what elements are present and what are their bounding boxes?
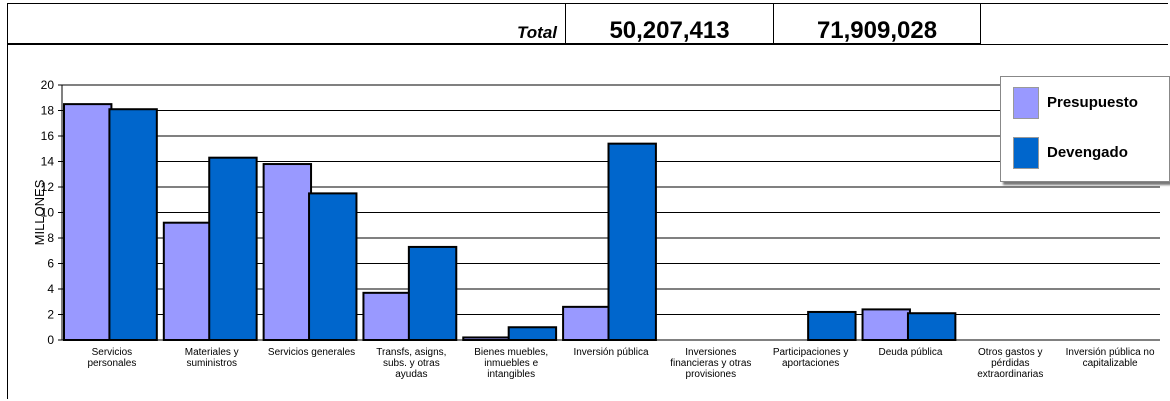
legend-label-devengado: Devengado (1047, 144, 1128, 161)
x-axis-labels: Servicios personales Materiales y suministr… (87, 347, 1155, 380)
x-tick-label: Inversión pública no capitalizable (1066, 347, 1155, 369)
report-frame: Total 50,207,413 71,909,028 (7, 3, 1168, 399)
y-tick-label: 10 (41, 206, 55, 220)
y-tick-label: 4 (47, 282, 54, 296)
x-tick-label: Servicios personales (87, 347, 136, 369)
bar-devengado-0 (108, 108, 158, 341)
legend-swatch-presupuesto (1013, 87, 1039, 119)
totals-row: Total 50,207,413 71,909,028 (8, 4, 981, 44)
total-label: Total (8, 4, 566, 44)
x-tick-label: Inversiones financieras y otras provisione… (670, 347, 751, 380)
legend: Presupuesto Devengado (1000, 76, 1170, 182)
bar-presupuesto-1 (162, 221, 213, 341)
y-tick-label: 14 (41, 155, 55, 169)
bar-presupuesto-2 (262, 163, 313, 341)
bar-presupuesto-3 (362, 291, 412, 342)
x-tick-label: Bienes muebles, inmuebles e intangibles (474, 347, 548, 380)
y-tick-label: 8 (47, 231, 54, 245)
bar-devengado-8 (906, 312, 957, 342)
legend-swatch-devengado (1013, 137, 1039, 169)
x-tick-label: Materiales y suministros (185, 347, 239, 369)
total-presupuesto: 50,207,413 (566, 4, 774, 44)
bar-devengado-5 (607, 142, 657, 341)
y-axis-label: MILLONES (32, 179, 47, 245)
bar-devengado-3 (407, 245, 458, 341)
y-tick-label: 6 (47, 257, 54, 271)
bar-devengado-2 (308, 192, 358, 341)
y-tick-label: 18 (41, 104, 55, 118)
x-tick-label: Participaciones y aportaciones (773, 347, 849, 369)
bar-presupuesto-5 (562, 305, 612, 342)
y-tick-label: 0 (47, 333, 54, 347)
x-tick-label: Servicios generales (268, 347, 355, 358)
bars (62, 103, 957, 342)
bar-devengado-7 (807, 310, 857, 342)
y-tick-label: 12 (41, 180, 55, 194)
x-tick-label: Deuda pública (878, 347, 942, 358)
x-tick-label: Transfs, asigns, subs. y otras ayudas (376, 347, 446, 380)
bar-devengado-1 (208, 156, 258, 341)
totals-divider (8, 44, 1168, 45)
y-tick-label: 20 (41, 78, 55, 92)
legend-label-presupuesto: Presupuesto (1047, 94, 1138, 111)
bar-presupuesto-0 (62, 103, 113, 341)
y-axis-ticks: 0 2 4 6 8 10 12 14 16 18 20 (41, 78, 62, 347)
bar-presupuesto-8 (861, 308, 911, 341)
y-tick-label: 16 (41, 129, 55, 143)
x-tick-label: Otros gastos y pérdidas extraordinarias (977, 347, 1043, 380)
total-devengado: 71,909,028 (774, 4, 981, 44)
x-tick-label: Inversión pública (573, 347, 648, 358)
bar-devengado-4 (507, 326, 558, 341)
y-tick-label: 2 (47, 308, 54, 322)
